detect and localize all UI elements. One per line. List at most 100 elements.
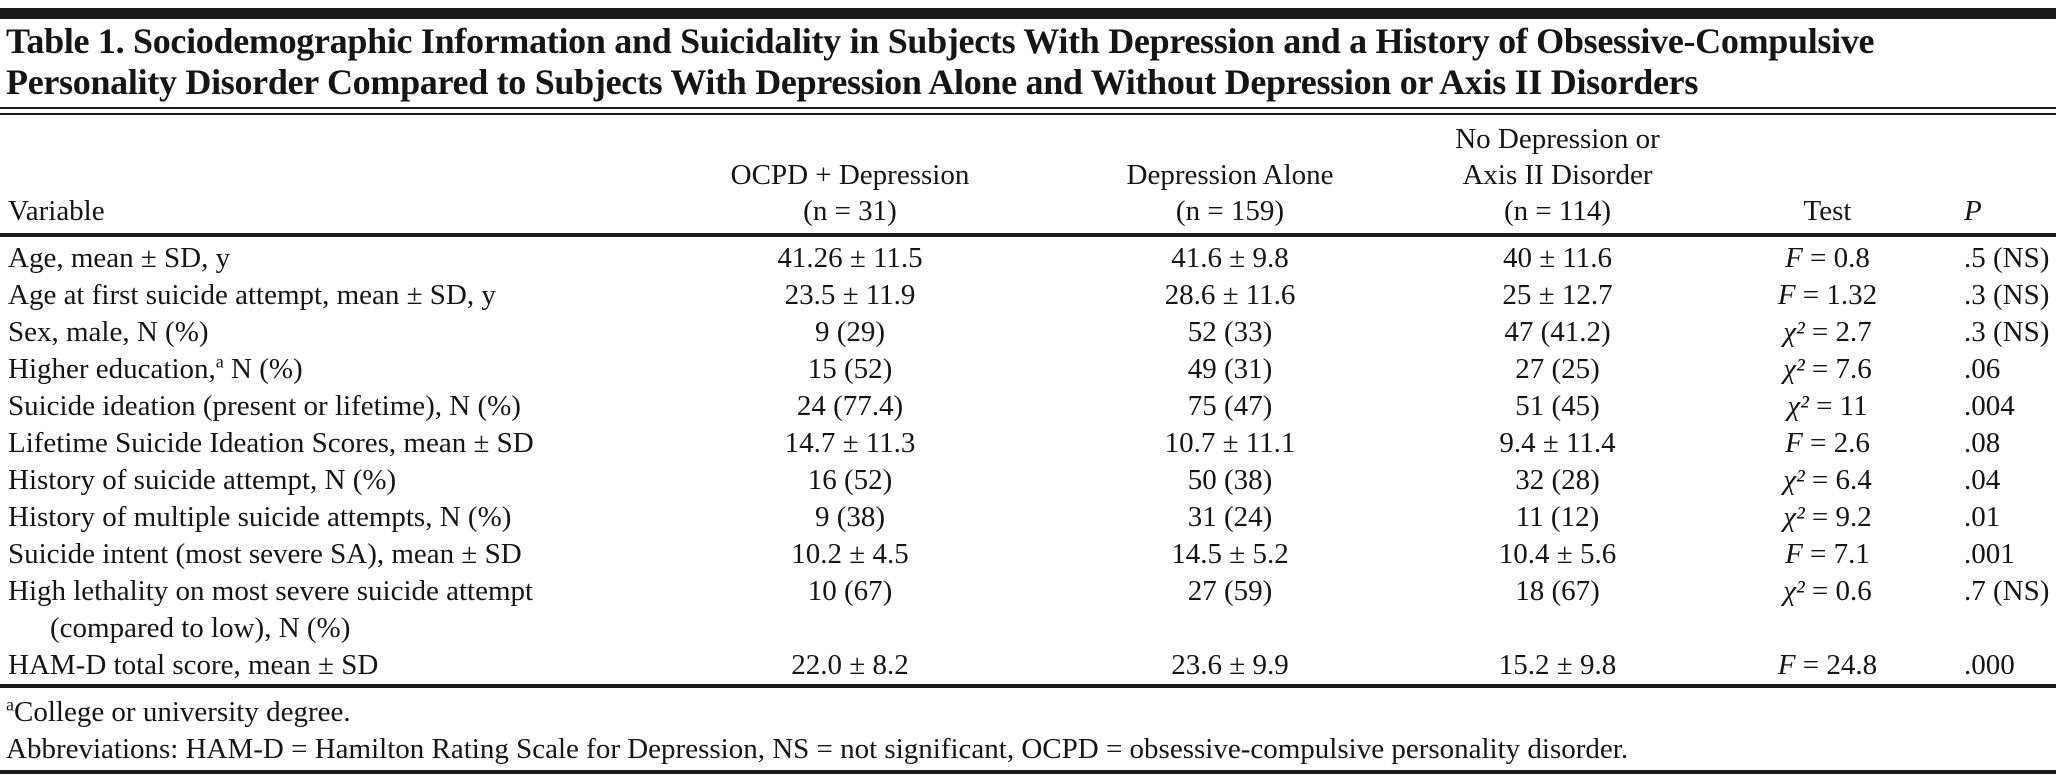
variable-label: Suicide ideation (present or lifetime), … xyxy=(8,390,521,422)
test-statistic: F = 2.6 xyxy=(1785,427,1870,459)
top-rule xyxy=(0,8,2056,19)
value-depression-alone: 28.6 ± 11.6 xyxy=(1164,279,1296,311)
value-no-depression: 51 (45) xyxy=(1515,390,1600,422)
value-ocpd-depression: 10 (67) xyxy=(807,575,893,607)
test-statistic: χ² = 11 xyxy=(1787,390,1868,422)
test-statistic: χ² = 0.6 xyxy=(1783,575,1872,607)
value-ocpd-depression: 9 (29) xyxy=(814,316,886,348)
test-statistic: F = 1.32 xyxy=(1777,279,1878,311)
value-depression-alone: 10.7 ± 11.1 xyxy=(1164,427,1296,459)
p-value: .01 xyxy=(1964,501,2001,533)
table-bottom-rule xyxy=(0,684,2056,688)
variable-label: Higher education,a N (%) xyxy=(8,351,303,385)
data-table: Variable OCPD + Depression (n = 31) Depr… xyxy=(0,115,2056,684)
value-no-depression: 10.4 ± 5.6 xyxy=(1498,538,1617,570)
value-no-depression: 32 (28) xyxy=(1515,464,1600,496)
p-value: .001 xyxy=(1964,538,2015,570)
value-ocpd-depression: 9 (38) xyxy=(814,501,886,533)
value-ocpd-depression: 16 (52) xyxy=(807,464,893,496)
variable-label: Lifetime Suicide Ideation Scores, mean ±… xyxy=(8,427,534,459)
value-ocpd-depression: 23.5 ± 11.9 xyxy=(784,279,916,311)
test-statistic: F = 7.1 xyxy=(1785,538,1870,570)
table-row: Sex, male, N (%) 9 (29) 52 (33) 47 (41.2) χ²… xyxy=(0,314,2056,351)
p-value: .08 xyxy=(1964,427,2001,459)
p-value: .7 (NS) xyxy=(1964,575,2050,607)
value-ocpd-depression: 41.26 ± 11.5 xyxy=(777,242,923,274)
value-no-depression: 47 (41.2) xyxy=(1504,316,1611,348)
table-row: Higher education,a N (%) 15 (52) 49 (31) 27… xyxy=(0,351,2056,388)
value-ocpd-depression: 14.7 ± 11.3 xyxy=(784,427,916,459)
p-value: .04 xyxy=(1964,464,2001,496)
table-title: Table 1. Sociodemographic Information an… xyxy=(0,19,2056,107)
test-statistic: χ² = 6.4 xyxy=(1783,464,1872,496)
value-depression-alone: 75 (47) xyxy=(1187,390,1273,422)
bottom-rule xyxy=(0,770,2056,774)
value-ocpd-depression: 10.2 ± 4.5 xyxy=(791,538,909,570)
variable-label: Age at first suicide attempt, mean ± SD,… xyxy=(8,279,496,311)
value-no-depression: 27 (25) xyxy=(1515,353,1600,385)
value-depression-alone: 31 (24) xyxy=(1187,501,1273,533)
value-ocpd-depression: 22.0 ± 8.2 xyxy=(791,649,909,681)
value-no-depression: 9.4 ± 11.4 xyxy=(1499,427,1616,459)
p-value: .06 xyxy=(1964,353,2001,385)
p-value: .3 (NS) xyxy=(1964,279,2050,311)
value-depression-alone: 49 (31) xyxy=(1187,353,1273,385)
table-row: Age at first suicide attempt, mean ± SD,… xyxy=(0,277,2056,314)
table-title-line2: Personality Disorder Compared to Subject… xyxy=(6,62,1699,102)
value-no-depression: 15.2 ± 9.8 xyxy=(1498,649,1617,681)
variable-label: Sex, male, N (%) xyxy=(8,316,209,348)
test-statistic: χ² = 7.6 xyxy=(1783,353,1872,385)
table-row: History of suicide attempt, N (%) 16 (52)… xyxy=(0,462,2056,499)
footnote-a: aCollege or university degree. xyxy=(6,694,2050,731)
column-header-test: Test xyxy=(1715,115,1940,237)
value-depression-alone: 23.6 ± 9.9 xyxy=(1171,649,1289,681)
value-depression-alone: 52 (33) xyxy=(1187,316,1273,348)
footnote-marker: a xyxy=(215,351,224,372)
column-header-depression-alone: Depression Alone (n = 159) xyxy=(1060,115,1400,237)
value-no-depression: 40 ± 11.6 xyxy=(1502,242,1613,274)
p-value: .3 (NS) xyxy=(1964,316,2050,348)
column-header-variable: Variable xyxy=(0,115,640,237)
value-no-depression: 18 (67) xyxy=(1515,575,1600,607)
variable-label: Age, mean ± SD, y xyxy=(8,242,231,274)
table-row: HAM-D total score, mean ± SD 22.0 ± 8.2 23… xyxy=(0,647,2056,684)
value-no-depression: 25 ± 12.7 xyxy=(1502,279,1613,311)
footnote-a-text: College or university degree. xyxy=(13,696,351,728)
test-statistic: χ² = 2.7 xyxy=(1783,316,1872,348)
p-value: .5 (NS) xyxy=(1964,242,2050,274)
table-row: Suicide intent (most severe SA), mean ± … xyxy=(0,536,2056,573)
variable-label: History of multiple suicide attempts, N … xyxy=(8,501,512,533)
value-no-depression: 11 (12) xyxy=(1515,501,1600,533)
p-value: .004 xyxy=(1964,390,2015,422)
variable-label: History of suicide attempt, N (%) xyxy=(8,464,397,496)
table-title-line1: Table 1. Sociodemographic Information an… xyxy=(6,21,1875,61)
value-ocpd-depression: 15 (52) xyxy=(807,353,893,385)
footnotes: aCollege or university degree. Abbreviat… xyxy=(0,688,2056,768)
test-statistic: χ² = 9.2 xyxy=(1783,501,1872,533)
value-depression-alone: 14.5 ± 5.2 xyxy=(1171,538,1289,570)
column-header-no-depression: No Depression or Axis II Disorder (n = 1… xyxy=(1400,115,1715,237)
variable-label: HAM-D total score, mean ± SD xyxy=(8,649,379,681)
table-row: Lifetime Suicide Ideation Scores, mean ±… xyxy=(0,425,2056,462)
test-statistic: F = 0.8 xyxy=(1785,242,1870,274)
table-row: Age, mean ± SD, y 41.26 ± 11.5 41.6 ± 9.8 4… xyxy=(0,235,2056,277)
value-depression-alone: 27 (59) xyxy=(1187,575,1273,607)
table-header: Variable OCPD + Depression (n = 31) Depr… xyxy=(0,115,2056,237)
column-header-ocpd-depression: OCPD + Depression (n = 31) xyxy=(640,115,1060,237)
footnote-a-marker: a xyxy=(6,694,14,715)
table-row: Suicide ideation (present or lifetime), … xyxy=(0,388,2056,425)
value-ocpd-depression: 24 (77.4) xyxy=(796,390,904,422)
table-body: Age, mean ± SD, y 41.26 ± 11.5 41.6 ± 9.8 4… xyxy=(0,235,2056,684)
value-depression-alone: 41.6 ± 9.8 xyxy=(1171,242,1289,274)
test-statistic: F = 24.8 xyxy=(1777,649,1878,681)
title-divider-rule xyxy=(0,107,2056,115)
column-header-p: P xyxy=(1940,115,2056,237)
variable-label: High lethality on most severe suicide at… xyxy=(8,575,534,644)
value-depression-alone: 50 (38) xyxy=(1187,464,1273,496)
footnote-abbreviations: Abbreviations: HAM-D = Hamilton Rating S… xyxy=(6,733,1629,765)
p-value: .000 xyxy=(1964,649,2015,681)
table-row: History of multiple suicide attempts, N … xyxy=(0,499,2056,536)
table-row: High lethality on most severe suicide at… xyxy=(0,573,2056,647)
variable-label: Suicide intent (most severe SA), mean ± … xyxy=(8,538,522,570)
